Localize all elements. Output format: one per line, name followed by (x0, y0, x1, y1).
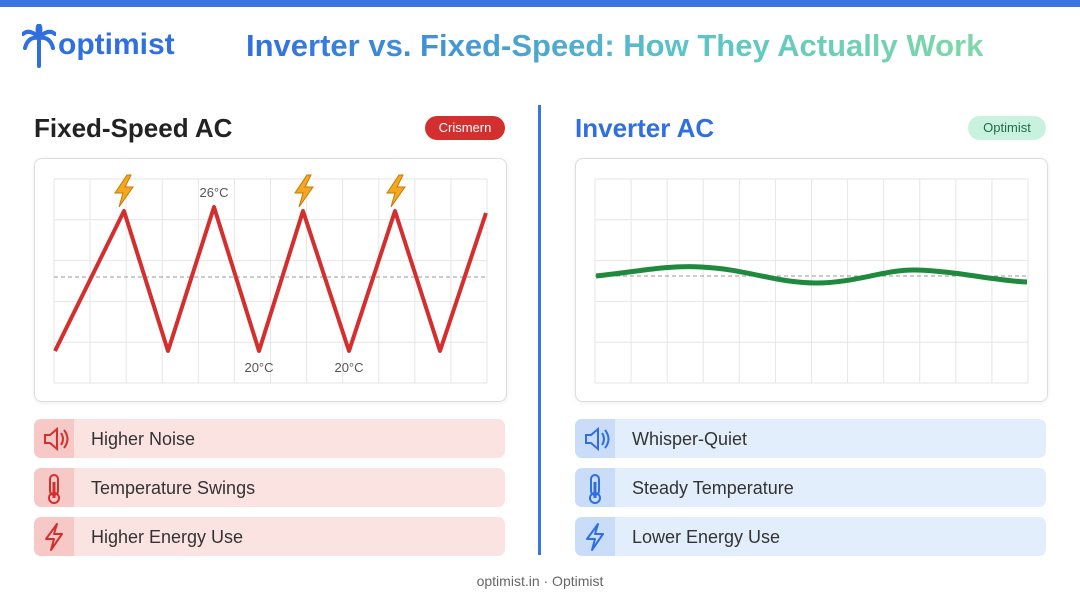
logo-text: optimist (58, 28, 175, 61)
badge: Optimist (968, 116, 1046, 140)
feature-text: Whisper-Quiet (632, 429, 748, 449)
divider (538, 105, 541, 555)
feature-row: Higher Energy Use (34, 517, 505, 556)
lightning-icons (114, 174, 406, 208)
feature-icon (575, 517, 615, 556)
feature-text: Higher Noise (91, 429, 196, 449)
feature-icon (575, 419, 615, 458)
feature-row: Steady Temperature (575, 468, 1046, 507)
feature-icon (34, 468, 74, 507)
top-bar (0, 0, 1080, 7)
panel-title: Fixed-Speed AC (34, 113, 233, 143)
temperature-line (53, 205, 488, 353)
feature-row: Lower Energy Use (575, 517, 1046, 556)
badge: Crismern (425, 116, 505, 140)
feature-icon (34, 517, 74, 556)
feature-text: Lower Energy Use (632, 527, 781, 547)
feature-icon (575, 468, 615, 507)
feature-row: Whisper-Quiet (575, 419, 1046, 458)
temperature-line (595, 264, 1028, 286)
logo-icon (22, 24, 56, 68)
chart-card (575, 158, 1048, 402)
panel-title: Inverter AC (575, 113, 715, 143)
temp-label: 26°C (199, 185, 228, 200)
feature-text: Temperature Swings (91, 478, 256, 498)
feature-text: Steady Temperature (632, 478, 794, 498)
feature-icon (34, 419, 74, 458)
main-title: Inverter vs. Fixed-Speed: How They Actua… (246, 28, 984, 63)
chart-card: 26°C 20°C 20°C (34, 158, 507, 402)
feature-row: Temperature Swings (34, 468, 505, 507)
temp-label: 20°C (244, 360, 273, 375)
feature-row: Higher Noise (34, 419, 505, 458)
chart (594, 178, 1029, 384)
footer: optimist.in · Optimist (476, 573, 604, 589)
chart: 26°C 20°C 20°C (53, 174, 488, 384)
feature-text: Higher Energy Use (91, 527, 244, 547)
temp-label: 20°C (334, 360, 363, 375)
